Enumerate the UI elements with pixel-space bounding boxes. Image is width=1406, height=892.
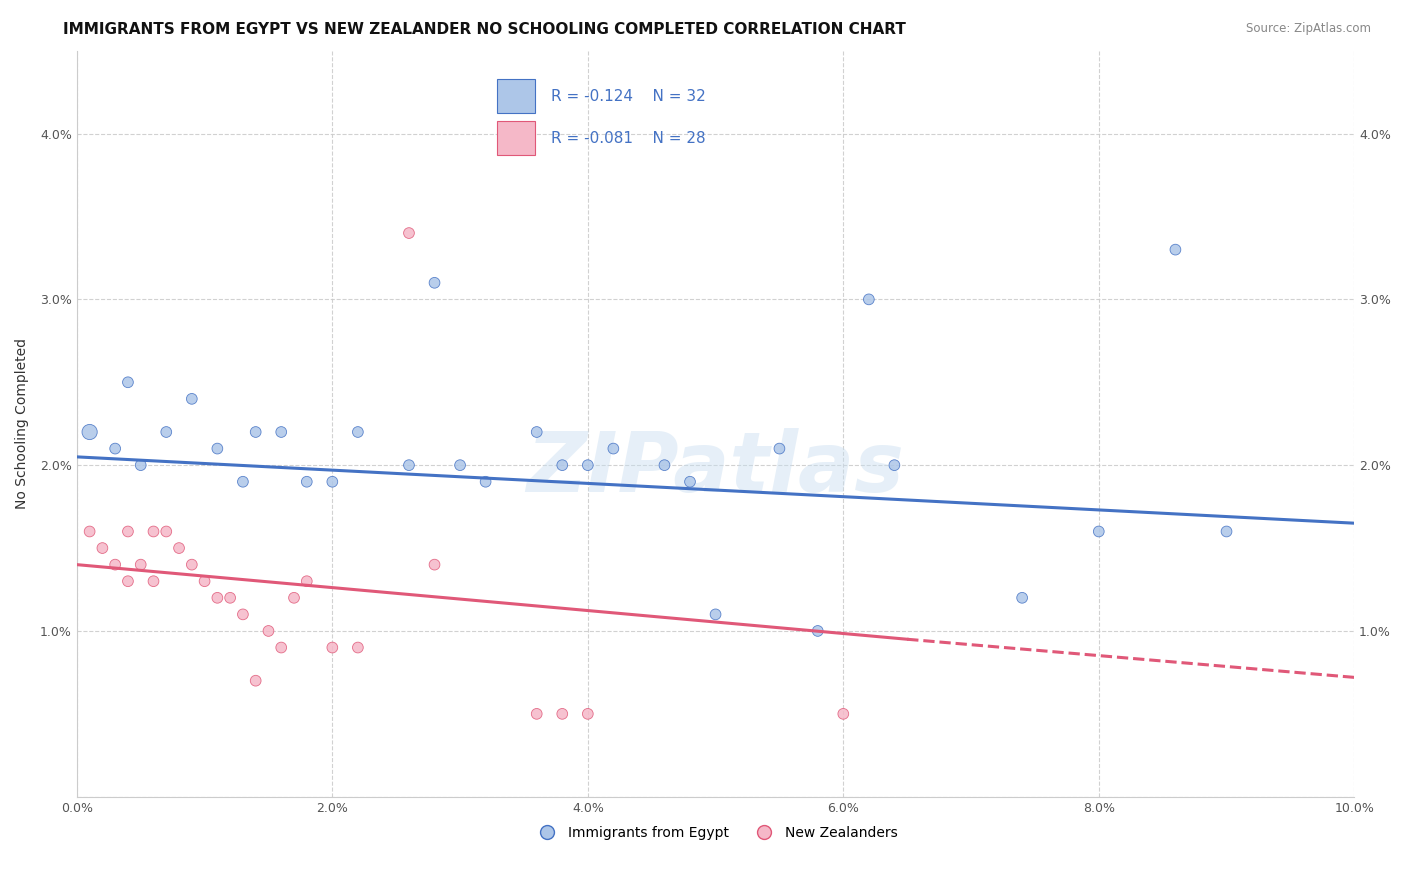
Point [576, 706, 599, 721]
Point [1215, 524, 1237, 539]
Point [449, 458, 471, 472]
Point [1087, 524, 1109, 539]
Point [207, 591, 229, 605]
Point [551, 458, 574, 472]
Text: Source: ZipAtlas.com: Source: ZipAtlas.com [1246, 22, 1371, 36]
Point [1164, 243, 1187, 257]
Point [295, 574, 318, 589]
Point [104, 442, 127, 456]
Point [245, 673, 267, 688]
Point [129, 558, 152, 572]
Point [679, 475, 702, 489]
Point [79, 425, 101, 439]
Point [858, 293, 880, 307]
Point [704, 607, 727, 622]
Point [602, 442, 624, 456]
Point [1011, 591, 1033, 605]
Point [526, 425, 548, 439]
Point [91, 541, 114, 555]
Point [398, 458, 420, 472]
Point [474, 475, 496, 489]
Point [232, 607, 254, 622]
Point [576, 458, 599, 472]
Point [79, 524, 101, 539]
Point [768, 442, 790, 456]
Point [142, 574, 165, 589]
Point [194, 574, 217, 589]
Point [423, 276, 446, 290]
Y-axis label: No Schooling Completed: No Schooling Completed [15, 338, 30, 509]
Point [832, 706, 855, 721]
Legend: Immigrants from Egypt, New Zealanders: Immigrants from Egypt, New Zealanders [529, 821, 903, 846]
Point [398, 226, 420, 240]
Point [321, 475, 343, 489]
Point [295, 475, 318, 489]
Point [551, 706, 574, 721]
Point [883, 458, 905, 472]
Point [321, 640, 343, 655]
Point [155, 524, 177, 539]
Point [129, 458, 152, 472]
Point [654, 458, 676, 472]
Point [270, 425, 292, 439]
Point [180, 558, 202, 572]
Point [347, 425, 370, 439]
Point [117, 524, 139, 539]
Point [117, 574, 139, 589]
Point [270, 640, 292, 655]
Text: ZIPatlas: ZIPatlas [527, 428, 904, 509]
Point [232, 475, 254, 489]
Point [423, 558, 446, 572]
Point [207, 442, 229, 456]
Point [347, 640, 370, 655]
Point [526, 706, 548, 721]
Point [283, 591, 305, 605]
Text: IMMIGRANTS FROM EGYPT VS NEW ZEALANDER NO SCHOOLING COMPLETED CORRELATION CHART: IMMIGRANTS FROM EGYPT VS NEW ZEALANDER N… [63, 22, 905, 37]
Point [257, 624, 280, 638]
Point [245, 425, 267, 439]
Point [117, 376, 139, 390]
Point [180, 392, 202, 406]
Point [807, 624, 830, 638]
Point [104, 558, 127, 572]
Point [155, 425, 177, 439]
Point [219, 591, 242, 605]
Point [142, 524, 165, 539]
Point [167, 541, 190, 555]
